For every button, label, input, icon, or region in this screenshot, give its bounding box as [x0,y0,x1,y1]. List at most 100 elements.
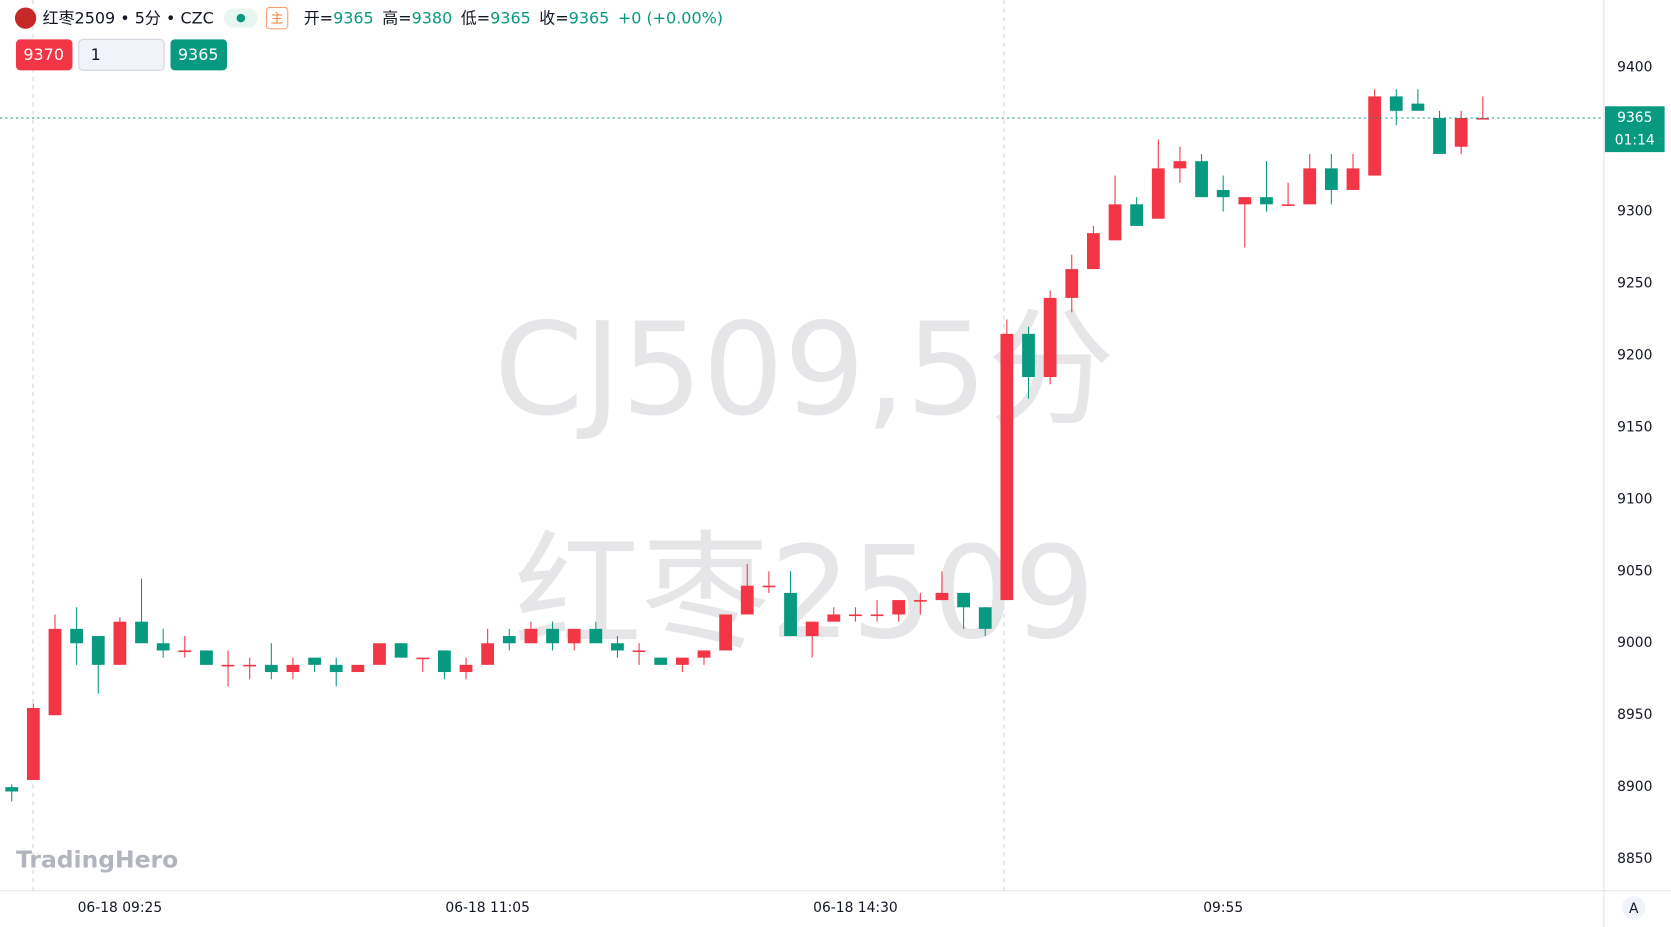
y-tick-label: 9050 [1617,563,1652,579]
candle-body [1324,168,1338,190]
candle-body [243,664,257,667]
y-tick-label: 9400 [1617,60,1652,76]
candle-body [1173,161,1187,169]
candle-body [1195,161,1208,198]
legend-text: 开= [304,9,333,28]
candle-body [1433,118,1446,154]
ohlc-legend: 开= 9365 高= 9380 低= 9365 收= 9365 +0 (+0.00%) [304,9,723,28]
legend-text: 收= [539,9,568,28]
candle-body [1454,118,1468,147]
candle-body [1022,333,1035,378]
candle-body [1389,96,1403,111]
symbol: 红枣2509 • 5分 • CZC [43,9,214,28]
candle-body [481,643,495,665]
candle-body [1065,269,1079,298]
candle-body [1368,96,1382,176]
watermark: 红枣2509 [514,519,1095,668]
candle-body [373,643,386,665]
candle-body [113,621,127,665]
status-dot [236,13,246,23]
y-tick-label: 9200 [1617,347,1652,363]
candle-body [546,628,559,644]
sell-button[interactable] [15,39,73,71]
candle-body [264,664,278,673]
candle-body [1238,197,1252,205]
candle-body [1087,233,1100,270]
logo: TradingHero [16,845,178,873]
candle-body [1151,168,1165,219]
badge [265,6,289,30]
candle-body [978,607,992,629]
candle-body [26,708,40,780]
last-price-box [1604,106,1665,153]
x-tick-label: 06-18 14:30 [813,900,898,916]
y-tick-label: 8850 [1617,851,1652,867]
last-price-label: 9365 [1617,110,1652,126]
countdown: 01:14 [1615,132,1655,148]
candle-body [675,657,689,665]
quantity-input[interactable] [78,38,165,71]
candle-body [135,621,148,644]
candle-body [654,657,668,665]
candle-body [416,657,430,660]
candle-body [394,643,408,658]
y-tick-label: 9100 [1617,491,1652,507]
candle-body [1346,168,1360,190]
candle-body [1000,333,1014,601]
candle-body [5,787,19,792]
candle-body [1260,197,1273,205]
x-tick-label: 06-18 09:25 [78,900,163,916]
candle-body [459,664,473,673]
candle-body [524,628,538,644]
candle-body [437,650,451,673]
candle-body [697,650,711,658]
x-tick-label: 09:55 [1203,900,1243,916]
candle-body [589,628,603,644]
legend-text: 9365 [490,9,531,28]
y-tick-label: 8900 [1617,779,1652,795]
candle-body [1216,189,1230,198]
candle-body [762,585,776,588]
candle-body [870,614,884,617]
legend-text: 9365 [333,9,374,28]
candle-body [1043,297,1057,378]
symbol-icon [14,7,37,29]
legend-text: 低= [461,9,490,28]
candle-body [308,657,321,665]
legend-text: 高= [382,9,411,28]
axes: 8850 8900 8950 9000 9050 9100 9150 9200 9250 9300… [78,60,1665,916]
candle-body [329,664,343,673]
sell-price[interactable]: 9370 [23,45,64,64]
y-tick-label: 8950 [1617,707,1652,723]
candle-body [632,650,646,653]
candle-body [91,636,105,665]
auto-scale-button[interactable] [1621,896,1646,920]
candle-body [611,643,624,651]
candle-body [200,650,213,665]
watermark: CJ509,5分 [494,295,1115,444]
y-tick-label: 9000 [1617,635,1652,651]
badge-text: 主 [271,12,284,27]
candle-body [1476,118,1490,120]
quantity[interactable]: 1 [91,45,101,64]
candle-body [567,628,581,644]
candle-body [1281,204,1295,206]
candle-body [935,592,949,601]
legend-text: +0 (+0.00%) [618,9,723,28]
candle-body [1108,204,1122,241]
auto-scale-label[interactable]: A [1629,901,1639,917]
y-tick-label: 9250 [1617,275,1652,291]
plot [0,89,1604,802]
candle-body [913,600,927,602]
candle-body [178,650,192,653]
candle-body [1303,168,1317,205]
candle-body [892,600,906,615]
y-tick-label: 9300 [1617,204,1652,220]
buy-price[interactable]: 9365 [178,45,219,64]
candle-body [286,664,300,673]
candle-body [827,614,841,622]
candle-body [784,592,797,637]
buy-button[interactable] [170,39,227,71]
